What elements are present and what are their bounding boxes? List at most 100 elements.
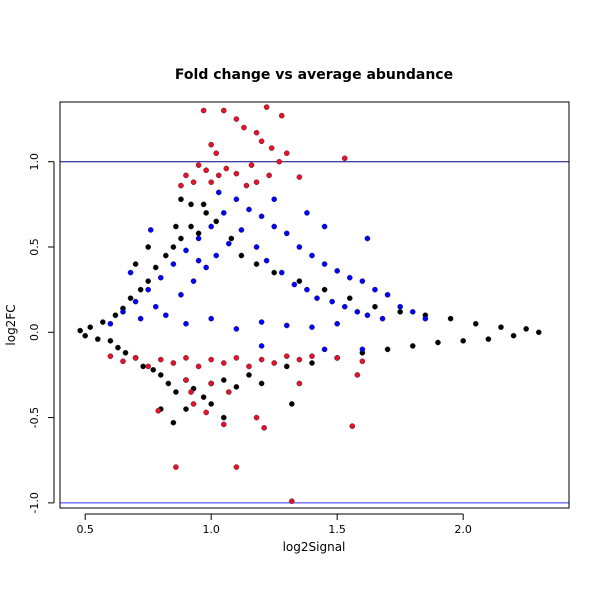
data-point-s0-56 [498,324,504,330]
data-point-s0-59 [535,329,542,336]
data-point-s0-18 [163,252,169,259]
data-point-s2-3 [241,124,247,131]
data-point-s0-49 [409,343,416,349]
data-point-s2-62 [354,372,361,378]
data-point-s0-47 [384,346,391,353]
data-point-s1-36 [346,274,353,281]
data-point-s0-19 [165,380,172,387]
data-point-s2-54 [261,425,267,431]
data-point-s1-10 [183,247,189,254]
data-point-s1-32 [321,261,328,267]
data-point-s1-14 [208,223,214,230]
data-point-s2-60 [188,389,194,395]
data-point-s1-21 [253,244,260,250]
data-point-s1-48 [233,326,240,332]
data-point-s0-34 [238,252,245,259]
data-point-s1-45 [422,315,429,322]
data-point-s0-6 [112,312,119,319]
data-point-s0-35 [246,372,252,378]
data-point-s1-11 [190,278,197,284]
data-point-s1-34 [334,268,340,274]
data-point-s2-22 [253,179,260,185]
data-point-s2-48 [208,380,214,387]
data-point-s0-4 [100,319,106,325]
data-point-s2-8 [268,145,275,151]
data-point-s2-46 [359,358,366,365]
data-point-s2-5 [278,112,285,119]
data-point-s2-51 [203,409,209,416]
data-point-s2-33 [170,360,177,366]
data-point-s2-4 [263,104,270,110]
data-point-s1-8 [170,261,177,267]
data-point-s2-11 [213,150,220,156]
y-axis-title: log2FC [4,304,18,345]
data-point-s2-9 [283,150,290,156]
data-point-s2-16 [183,172,189,179]
data-point-s1-13 [203,264,209,271]
reference-lines [60,161,569,504]
x-tick-label-1: 1.0 [202,523,220,536]
data-point-s1-17 [226,240,232,247]
data-point-s0-30 [213,218,220,225]
data-point-s2-23 [266,172,272,179]
data-point-s2-57 [233,464,240,470]
data-point-s2-45 [334,355,340,361]
data-point-s2-39 [246,363,252,370]
data-point-s1-15 [213,252,220,259]
data-point-s1-18 [233,196,240,203]
data-point-s0-16 [152,264,159,271]
data-point-s1-23 [263,257,270,264]
data-point-s1-20 [246,206,252,213]
data-point-s1-49 [258,319,265,325]
data-point-s0-17 [157,372,164,378]
data-point-s1-31 [314,295,320,301]
data-point-s1-6 [157,274,164,281]
data-point-s0-42 [321,286,328,293]
data-point-s2-52 [220,421,227,428]
data-point-s2-21 [243,182,250,189]
x-tick-label-2: 1.5 [328,523,346,536]
y-axis: -1.0 -0.5 0.0 0.5 1.0 [28,153,55,514]
data-point-s0-32 [228,235,235,242]
data-point-s2-49 [226,389,232,395]
y-tick-label-3: 0.5 [28,238,41,256]
data-point-s1-7 [163,312,169,319]
data-point-s1-35 [341,303,348,310]
data-point-s0-7 [115,344,121,351]
data-point-s2-28 [107,353,114,359]
data-point-s0-13 [140,363,146,370]
data-point-s1-40 [372,286,378,293]
data-point-s1-39 [364,312,371,319]
data-point-s0-71 [178,196,184,203]
data-point-s0-22 [178,235,184,242]
data-point-s1-1 [120,309,126,315]
data-point-s0-69 [289,401,295,407]
data-point-s1-57 [271,196,277,203]
data-point-s1-9 [178,291,184,298]
chart-title: Fold change vs average abundance [175,67,453,83]
data-point-s1-43 [397,303,403,310]
data-point-s1-29 [304,286,310,293]
data-point-s2-13 [203,167,209,174]
data-point-s1-56 [215,189,222,196]
data-point-s1-2 [132,298,139,305]
y-tick-label-0: -1.0 [28,492,41,513]
data-point-s1-52 [334,320,340,327]
x-axis: 0.5 1.0 1.5 2.0 [76,513,472,536]
data-point-s0-62 [173,223,179,230]
x-tick-label-0: 0.5 [76,523,94,536]
data-point-s1-37 [354,309,361,315]
data-point-s0-55 [485,336,492,342]
data-point-s0-0 [77,327,83,334]
data-point-s0-39 [283,363,290,370]
data-point-s1-42 [384,291,391,298]
data-point-s2-15 [233,170,240,177]
data-point-s2-29 [120,358,126,365]
data-point-s2-26 [341,155,348,162]
x-axis-title: log2Signal [283,540,346,554]
data-point-s0-38 [271,269,277,276]
data-point-s0-53 [460,338,466,344]
data-point-s0-33 [233,384,240,390]
data-point-s1-12 [195,235,202,242]
data-point-s0-24 [188,223,194,230]
